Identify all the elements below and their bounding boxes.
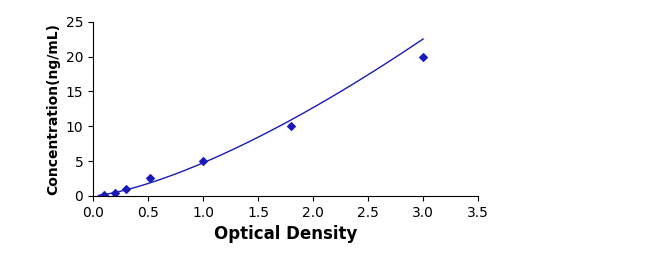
X-axis label: Optical Density: Optical Density bbox=[214, 225, 357, 243]
Y-axis label: Concentration(ng/mL): Concentration(ng/mL) bbox=[46, 23, 60, 195]
